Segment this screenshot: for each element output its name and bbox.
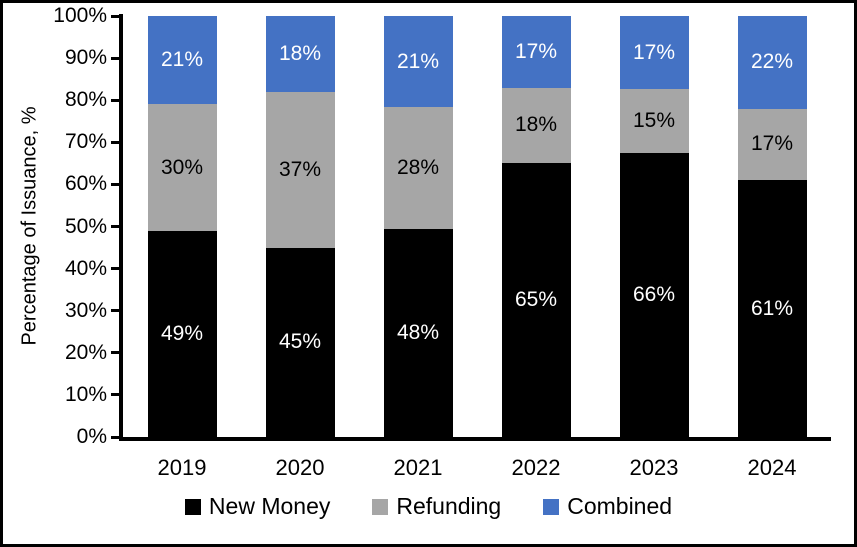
bar-segment-combined: 17%	[501, 16, 571, 88]
bar-segment-refunding: 18%	[501, 87, 571, 164]
bar-value-label: 30%	[160, 155, 204, 179]
y-axis-line	[119, 14, 123, 441]
bar-segment-refunding: 37%	[265, 91, 335, 248]
x-tick-label-2021: 2021	[393, 455, 443, 480]
bar-value-label: 49%	[160, 321, 204, 345]
bar-segment-new-money: 45%	[265, 247, 335, 437]
bar-2022: 65% 18% 17%	[501, 16, 571, 437]
bar-slot-2022: 65% 18% 17%	[477, 16, 595, 437]
x-axis-line	[119, 437, 831, 441]
bar-2021: 48% 28% 21%	[383, 16, 453, 437]
bar-value-label: 28%	[396, 155, 440, 179]
bar-slot-2020: 45% 37% 18%	[241, 16, 359, 437]
y-tick-label: 70%	[64, 130, 107, 154]
legend-swatch-icon	[543, 498, 560, 515]
x-tick-label-2022: 2022	[511, 455, 561, 480]
legend-label: New Money	[208, 493, 331, 519]
y-tick-label: 50%	[64, 214, 107, 238]
bar-2020: 45% 37% 18%	[265, 16, 335, 437]
bar-slot-2023: 66% 15% 17%	[595, 16, 713, 437]
y-tick-mark	[111, 140, 119, 144]
bar-segment-combined: 18%	[265, 16, 335, 92]
legend: New Money Refunding Combined	[3, 493, 854, 520]
bar-segment-refunding: 28%	[383, 107, 453, 229]
y-tick-mark	[111, 393, 119, 397]
bar-value-label: 48%	[396, 320, 440, 344]
legend-swatch-icon	[372, 498, 389, 515]
bar-segment-refunding: 17%	[737, 108, 807, 181]
legend-item-combined: Combined	[543, 493, 672, 520]
legend-item-refunding: Refunding	[372, 493, 501, 520]
y-tick-mark	[111, 14, 119, 18]
bar-value-label: 17%	[514, 39, 558, 63]
bar-value-label: 61%	[750, 296, 794, 320]
bar-segment-combined: 17%	[619, 16, 689, 90]
bar-2023: 66% 15% 17%	[619, 16, 689, 437]
y-tick-mark	[111, 56, 119, 60]
bar-segment-new-money: 48%	[383, 228, 453, 437]
y-tick-label: 60%	[64, 172, 107, 196]
bar-value-label: 17%	[632, 40, 676, 64]
bar-value-label: 65%	[514, 288, 558, 312]
bar-segment-new-money: 61%	[737, 180, 807, 437]
y-tick-mark	[111, 309, 119, 313]
y-tick-label: 20%	[64, 340, 107, 364]
plot-area: 49% 30% 21% 45% 37% 18% 48% 28% 21% 65% 18% 17% 66% 1…	[123, 16, 831, 437]
bar-value-label: 21%	[396, 49, 440, 73]
legend-label: Refunding	[396, 493, 502, 519]
bar-value-label: 18%	[514, 113, 558, 137]
x-tick-label-2023: 2023	[629, 455, 679, 480]
y-tick-label: 80%	[64, 88, 107, 112]
bar-slot-2024: 61% 17% 22%	[713, 16, 831, 437]
x-tick-label-2024: 2024	[747, 455, 797, 480]
bar-slot-2019: 49% 30% 21%	[123, 16, 241, 437]
y-tick-label: 40%	[64, 256, 107, 280]
bar-segment-combined: 22%	[737, 16, 807, 109]
y-tick-mark	[111, 435, 119, 439]
bar-value-label: 22%	[750, 50, 794, 74]
bar-slot-2021: 48% 28% 21%	[359, 16, 477, 437]
y-tick-mark	[111, 182, 119, 186]
y-tick-mark	[111, 267, 119, 271]
bar-value-label: 66%	[632, 283, 676, 307]
bar-segment-combined: 21%	[147, 16, 217, 105]
bar-2024: 61% 17% 22%	[737, 16, 807, 437]
bar-2019: 49% 30% 21%	[147, 16, 217, 437]
x-tick-label-2020: 2020	[275, 455, 325, 480]
x-axis-labels: 2019 2020 2021 2022 2023 2024	[123, 455, 831, 481]
bar-value-label: 37%	[278, 157, 322, 181]
y-tick-mark	[111, 98, 119, 102]
y-tick-label: 0%	[76, 425, 107, 448]
bar-value-label: 18%	[278, 41, 322, 65]
y-tick-label: 100%	[53, 4, 107, 27]
x-tick-label-2019: 2019	[157, 455, 207, 480]
bar-value-label: 45%	[278, 330, 322, 354]
bar-value-label: 17%	[750, 132, 794, 156]
y-tick-label: 30%	[64, 298, 107, 322]
bar-segment-combined: 21%	[383, 16, 453, 108]
bar-segment-new-money: 65%	[501, 163, 571, 437]
bar-segment-new-money: 49%	[147, 230, 217, 437]
legend-item-new-money: New Money	[184, 493, 331, 520]
y-tick-mark	[111, 225, 119, 228]
legend-label: Combined	[567, 493, 673, 519]
bar-segment-refunding: 15%	[619, 89, 689, 154]
y-tick-label: 10%	[64, 382, 107, 406]
y-tick-label: 90%	[64, 46, 107, 70]
bar-value-label: 21%	[160, 48, 204, 72]
legend-swatch-icon	[184, 498, 201, 515]
y-tick-mark	[111, 351, 119, 355]
bar-segment-refunding: 30%	[147, 104, 217, 231]
bar-segment-new-money: 66%	[619, 153, 689, 437]
bar-value-label: 15%	[632, 109, 676, 133]
